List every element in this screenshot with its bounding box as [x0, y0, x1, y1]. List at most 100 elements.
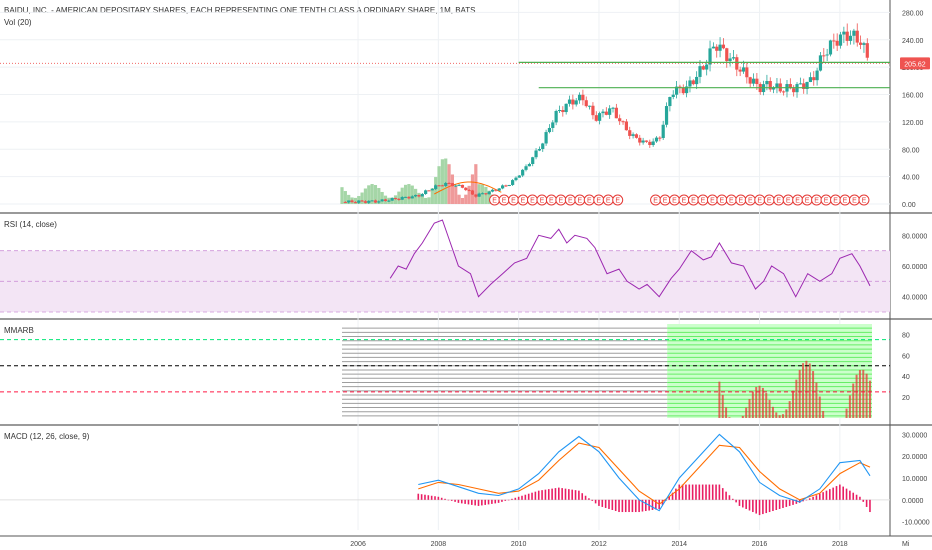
- earnings-marker-label: E: [511, 198, 516, 205]
- mmarb-bar: [721, 394, 724, 418]
- candle-body: [658, 137, 662, 139]
- volume-bar: [380, 191, 384, 204]
- candle-body: [648, 141, 652, 146]
- mmarb-bar: [765, 393, 768, 418]
- candle-body: [725, 48, 729, 62]
- earnings-marker-label: E: [767, 198, 772, 205]
- earnings-marker: [612, 194, 624, 206]
- mmarb-axis-tick: 20: [902, 395, 910, 402]
- mmarb-bar: [718, 381, 721, 418]
- volume-bar: [474, 164, 478, 204]
- candle-body: [782, 91, 786, 93]
- candle-body: [711, 46, 715, 49]
- time-axis-tick: 2008: [431, 541, 447, 548]
- candle-body: [500, 185, 505, 189]
- candle-body: [551, 122, 555, 128]
- mmarb-bar: [818, 396, 821, 418]
- macd-histogram-bar: [748, 499, 751, 511]
- candle-body: [681, 87, 685, 94]
- macd-histogram-bar: [715, 484, 717, 500]
- earnings-marker-label: E: [549, 198, 554, 205]
- candle-body: [618, 118, 622, 122]
- last-price-badge: [900, 57, 930, 70]
- macd-histogram-bar: [537, 490, 540, 500]
- macd-histogram-bar: [721, 488, 724, 500]
- macd-histogram-bar: [527, 493, 530, 500]
- earnings-marker-label: E: [738, 198, 743, 205]
- macd-histogram-bar: [855, 494, 858, 500]
- candle-body: [661, 124, 665, 139]
- macd-histogram-bar: [541, 490, 543, 500]
- mmarb-bar: [768, 399, 771, 418]
- candle-body: [460, 184, 465, 188]
- candle-body: [434, 185, 438, 190]
- volume-bar: [487, 190, 491, 204]
- earnings-marker-label: E: [559, 198, 564, 205]
- macd-histogram-bar: [829, 489, 831, 500]
- macd-histogram-bar: [501, 499, 503, 502]
- macd-histogram-bar: [842, 486, 844, 500]
- earnings-marker-label: E: [729, 198, 734, 205]
- candle-body: [731, 57, 736, 59]
- volume-bar: [363, 188, 368, 204]
- earnings-marker-label: E: [492, 198, 497, 205]
- candle-body: [363, 201, 368, 203]
- last-price-badge-text: 205.62: [904, 61, 926, 68]
- macd-signal-line: [418, 442, 871, 505]
- candle-body: [440, 185, 444, 187]
- volume-label: Vol (20): [4, 18, 32, 27]
- macd-histogram-bar: [685, 484, 687, 500]
- earnings-marker-label: E: [776, 198, 781, 205]
- candle-body: [534, 150, 538, 158]
- mmarb-bar: [758, 385, 761, 418]
- macd-histogram-bar: [547, 489, 550, 500]
- earnings-marker-label: E: [682, 198, 687, 205]
- macd-histogram-bar: [558, 487, 560, 500]
- volume-bar: [340, 187, 344, 204]
- time-axis-tick: 2010: [511, 541, 527, 548]
- candle-body: [474, 194, 478, 197]
- candle-body: [524, 166, 528, 170]
- candle-body: [591, 105, 595, 116]
- candle-body: [718, 44, 722, 51]
- candle-body: [420, 194, 424, 197]
- candle-body: [715, 46, 719, 51]
- earnings-marker-label: E: [757, 198, 762, 205]
- mmarb-bar: [751, 391, 754, 418]
- macd-histogram-bar: [551, 488, 553, 500]
- macd-histogram-bar: [765, 499, 768, 514]
- earnings-marker-label: E: [596, 198, 601, 205]
- volume-bar: [370, 184, 374, 204]
- volume-bar: [360, 192, 364, 204]
- mmarb-bar: [771, 406, 774, 418]
- candle-body: [772, 87, 776, 90]
- candle-body: [444, 182, 448, 186]
- volume-bar: [407, 184, 411, 204]
- macd-histogram-bar: [691, 484, 694, 500]
- earnings-marker-label: E: [568, 198, 573, 205]
- rsi-axis-tick: 40.0000: [902, 295, 927, 302]
- volume-bar: [367, 185, 371, 204]
- candle-body: [654, 137, 659, 142]
- macd-histogram-bar: [598, 499, 600, 506]
- macd-histogram-bar: [731, 498, 734, 500]
- macd-histogram-bar: [571, 489, 573, 500]
- earnings-marker-label: E: [540, 198, 545, 205]
- candle-body: [377, 201, 381, 203]
- candle-body: [457, 184, 461, 186]
- volume-bar: [424, 197, 428, 204]
- candle-body: [561, 110, 565, 113]
- mmarb-bar: [778, 415, 781, 418]
- macd-histogram-bar: [698, 484, 701, 500]
- earnings-marker-label: E: [663, 198, 668, 205]
- macd-histogram-bar: [477, 499, 480, 506]
- earnings-marker-label: E: [587, 198, 592, 205]
- volume-bar: [484, 186, 488, 204]
- volume-bar: [450, 174, 455, 204]
- macd-axis-tick: 0.0000: [902, 498, 924, 505]
- mmarb-axis-tick: 60: [902, 353, 910, 360]
- candle-body: [701, 66, 705, 70]
- mmarb-bar: [812, 371, 815, 418]
- time-axis-tick: 2016: [752, 541, 768, 548]
